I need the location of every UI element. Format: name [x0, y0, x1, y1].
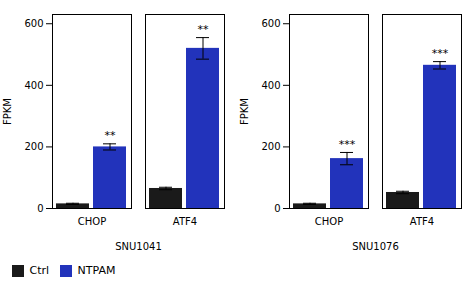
html-text:Ctrl: Ctrl	[29, 264, 50, 277]
svg-text:200: 200	[24, 141, 43, 152]
svg-text:0: 0	[37, 203, 43, 214]
svg-text:0: 0	[274, 203, 280, 214]
svg-text:SNU1076: SNU1076	[352, 241, 399, 252]
svg-text:**: **	[198, 23, 210, 36]
svg-text:SNU1041: SNU1041	[115, 241, 162, 252]
svg-text:ATF4: ATF4	[410, 216, 434, 227]
svg-text:200: 200	[261, 141, 280, 152]
svg-text:400: 400	[24, 80, 43, 91]
svg-text:***: ***	[339, 138, 356, 151]
svg-text:CHOP: CHOP	[78, 216, 106, 227]
svg-text:FPKM: FPKM	[239, 98, 250, 125]
svg-text:600: 600	[261, 18, 280, 29]
svg-text:400: 400	[261, 80, 280, 91]
svg-text:600: 600	[24, 18, 43, 29]
svg-text:ATF4: ATF4	[173, 216, 197, 227]
svg-text:***: ***	[432, 47, 449, 60]
svg-text:FPKM: FPKM	[2, 98, 13, 125]
svg-text:CHOP: CHOP	[315, 216, 343, 227]
html-text:NTPAM: NTPAM	[77, 264, 116, 277]
svg-text:**: **	[105, 129, 117, 142]
